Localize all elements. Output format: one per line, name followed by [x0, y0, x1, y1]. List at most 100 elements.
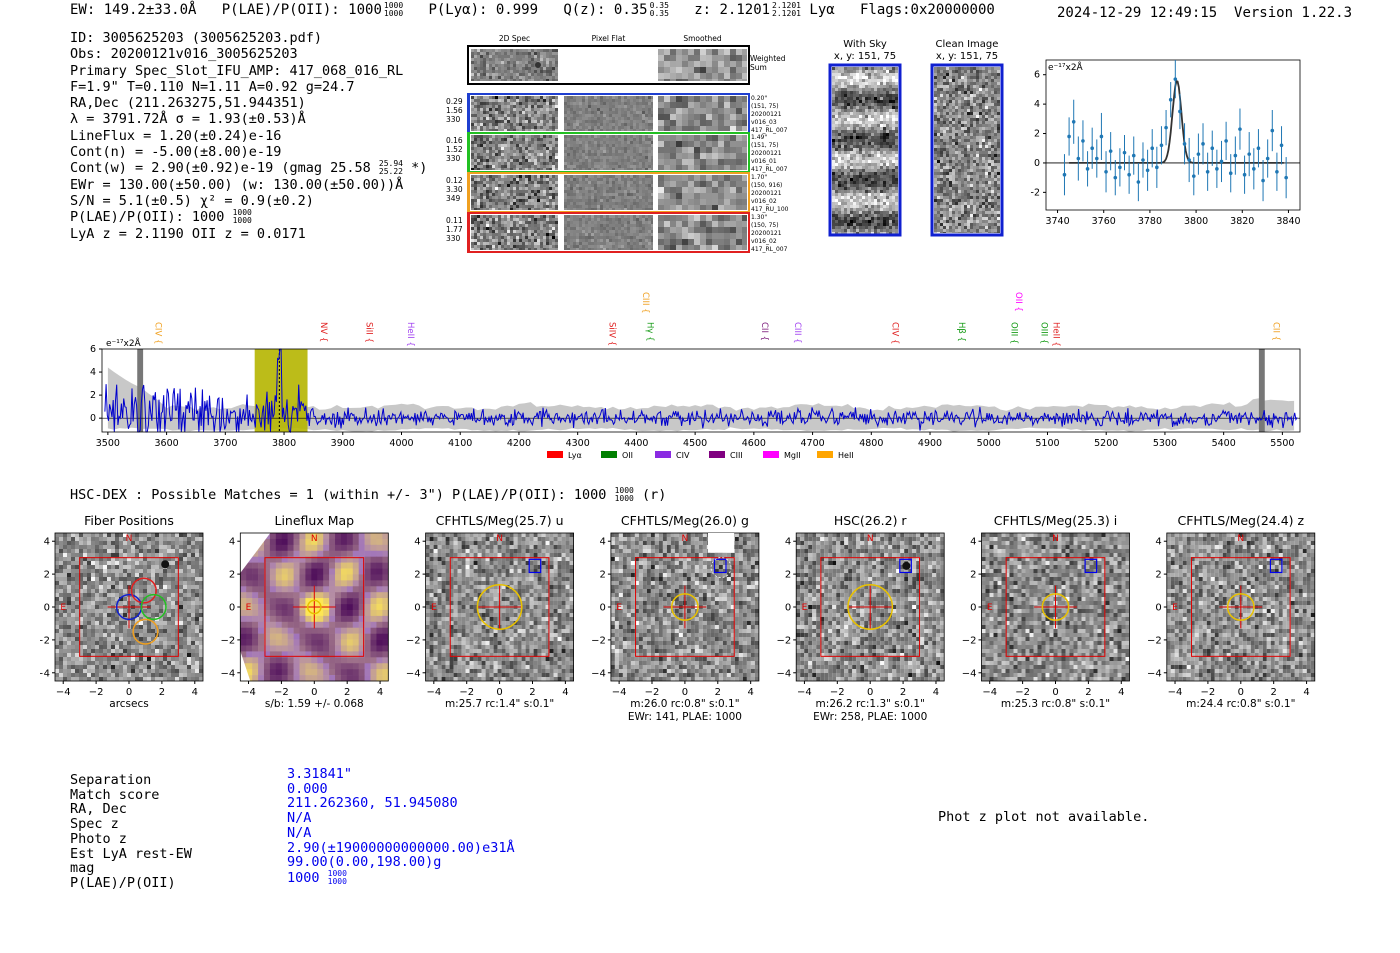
- row-left-3-2: 330: [446, 234, 461, 243]
- row-gap-a-1: [558, 135, 564, 170]
- cutout-blank-patch: [707, 533, 735, 553]
- cutout-ytick-label-4-3: 2: [785, 570, 791, 581]
- zoom-point-3: [1076, 136, 1081, 181]
- full-xtick-label-13: 4800: [859, 438, 883, 449]
- cutout-panel-2: CFHTLS/Meg(25.7) u N E −4 −4 −2 −2 0 0 2 2 4 4 m:25.7…: [406, 513, 575, 710]
- header-plae-sup: 1000: [383, 1, 404, 10]
- full-line-label-9: CIV {: [890, 322, 900, 344]
- cutout-xtick-label-3-0: −4: [612, 687, 627, 698]
- full-xtick-label-14: 4900: [918, 438, 942, 449]
- zoom-marker-7: [1095, 156, 1099, 161]
- row-right-2-4: 417_RU_100: [751, 206, 789, 213]
- cutout-sub1-4: m:26.2 rc:1.3" s:0.1": [816, 698, 925, 710]
- legend-swatch-1: [601, 451, 617, 458]
- row-right-2-1: (150, 916): [751, 182, 782, 189]
- info-plae-value: P(LAE)/P(OII): 1000: [70, 209, 225, 226]
- row-gap-b-1: [653, 135, 658, 170]
- hsc-dex-summary: HSC-DEX : Possible Matches = 1 (within +…: [70, 487, 666, 504]
- row-left-1-1: 1.52: [446, 145, 463, 154]
- cutout-sub1-5: m:25.3 rc:0.8" s:0.1": [1001, 698, 1110, 710]
- zoom-point-48: [1284, 157, 1288, 199]
- aperture-circle-3: [670, 593, 699, 621]
- zoom-marker-18: [1145, 168, 1150, 173]
- info-plae-sub: 1000: [232, 216, 252, 226]
- zoom-point-0: [1062, 154, 1067, 196]
- row-right-2-2: 20200121: [751, 190, 782, 197]
- fiber-circle-3: [132, 618, 159, 645]
- full-line-label-10: Hβ {: [956, 322, 966, 342]
- zoom-marker-1: [1067, 134, 1071, 139]
- info-contw-value: Cont(w) = 2.90(±0.92)e-19 (gmag 25.58: [70, 160, 371, 177]
- cutout-red-box-6: [1190, 557, 1291, 657]
- legend-label-1: OII: [622, 451, 633, 460]
- aperture-circle-5: [1041, 593, 1070, 621]
- full-ytick-label-3: 6: [90, 344, 96, 355]
- full-line-label-11: OII {: [1013, 292, 1023, 312]
- label-separation: Separation: [70, 772, 152, 788]
- cutout-xtick-label-5-2: 0: [1052, 687, 1058, 698]
- blue-match-box-4: [899, 558, 912, 574]
- row-right-1-4: 417_RL_007: [751, 166, 788, 173]
- info-lyaz: LyA z = 2.1190 OII z = 0.0171: [70, 225, 306, 242]
- cutout-north-3: N: [682, 534, 689, 544]
- photz-message: Phot z plot not available.: [938, 809, 1150, 825]
- cutout-ytick-label-0-1: −2: [40, 635, 50, 646]
- row-left-1-2: 330: [446, 154, 461, 163]
- zoom-point-22: [1164, 110, 1168, 146]
- cutout-xtick-label-0-1: −2: [89, 687, 104, 698]
- row-gap-b-0: [653, 96, 658, 131]
- legend-label-4: MgII: [784, 451, 801, 460]
- row-left-2-1: 3.30: [446, 185, 463, 194]
- cutout-ytick-label-2-2: 0: [414, 603, 420, 614]
- row-gap-a-2: [558, 175, 564, 210]
- row-right-3-2: 20200121: [751, 230, 782, 237]
- zoom-marker-16: [1136, 180, 1141, 184]
- label-est-lya-ew: Est LyA rest-EW: [70, 845, 192, 862]
- full-xtick-label-17: 5200: [1094, 438, 1118, 449]
- row-colorbar-2: [467, 173, 470, 212]
- legend-swatch-4: [763, 451, 779, 458]
- zoom-marker-48: [1284, 175, 1288, 180]
- zoom-marker-44: [1265, 156, 1270, 161]
- info-obs: Obs: 20200121v016_3005625203: [70, 46, 298, 63]
- zoom-marker-28: [1191, 174, 1196, 178]
- row-colorbar-0: [467, 94, 470, 133]
- cutout-north-4: N: [867, 534, 874, 544]
- row-right-3-1: (150, 75): [751, 222, 779, 229]
- row-left-0-0: 0.29: [446, 97, 463, 106]
- row-right-0-4: 417_RL_007: [751, 127, 788, 134]
- cutout-sub1-2: m:25.7 rc:1.4" s:0.1": [445, 698, 554, 710]
- full-spectrum-line: [104, 348, 1298, 434]
- value-mag: 99.00(0.00,198.00)g: [287, 854, 442, 871]
- row-2dspec-0: [471, 96, 558, 131]
- row-pixelflat-0: [564, 96, 653, 131]
- cutout-ytick-label-6-0: −4: [1147, 668, 1162, 679]
- row-left-0-2: 330: [446, 115, 461, 124]
- zoom-point-6: [1090, 127, 1094, 169]
- cutout-sub1-3: m:26.0 rc:0.8" s:0.1": [630, 698, 739, 710]
- info-params: F=1.9" T=0.110 N=1.11 A=0.92 g=24.7: [70, 78, 355, 95]
- cutout2d-col-title-0: 2D Spec: [499, 34, 530, 43]
- full-xtick-label-3: 3800: [272, 438, 296, 449]
- row-right-0-0: 0.20": [751, 95, 767, 102]
- row-smoothed-1: [658, 135, 747, 170]
- cutout-noise-5: [981, 533, 1130, 681]
- full-xtick-label-10: 4500: [683, 438, 707, 449]
- row-smoothed-2: [658, 175, 747, 210]
- zoom-marker-47: [1279, 143, 1284, 148]
- cutout-ytick-label-4-2: 0: [785, 603, 791, 614]
- cutout2d-col-title-2: Smoothed: [683, 34, 722, 43]
- header-z-sub: 2.1201: [772, 9, 801, 18]
- zoom-marker-0: [1062, 172, 1067, 177]
- bright-source-r: [902, 561, 911, 570]
- zoom-ytick-label-2: 2: [1034, 129, 1040, 140]
- cutout-ytick-label-0-4: 4: [44, 537, 50, 548]
- full-line-label-0: CIV {: [153, 322, 163, 344]
- cutout-title-5: CFHTLS/Meg(25.3) i: [994, 513, 1118, 528]
- header-plae: P(LAE)/P(OII): 1000: [221, 2, 382, 18]
- header-datetime: 2024-12-29 12:49:15: [1057, 5, 1218, 21]
- zoom-point-40: [1247, 132, 1251, 177]
- info-sn: S/N = 5.1(±0.5) χ² = 0.9(±0.2): [70, 192, 314, 209]
- header-qz-sup: 0.35: [649, 1, 669, 10]
